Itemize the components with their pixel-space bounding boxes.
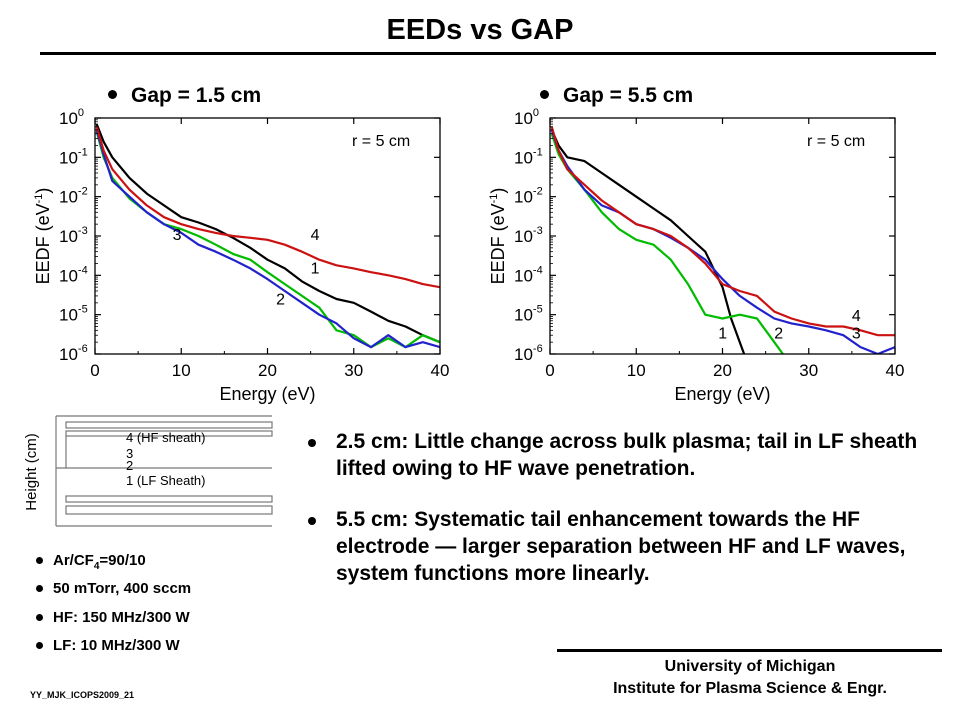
x-tick-label: 20 — [713, 361, 732, 380]
curve-label-4: 4 — [311, 227, 320, 244]
series-line-1 — [97, 124, 440, 342]
y-tick-label: 100 — [514, 107, 539, 128]
x-tick-label: 40 — [886, 361, 905, 380]
eedf-chart-gap-5-5: 0 10 20 30 40 100 10-1 10-2 10-3 10-4 10-5 10-6 Ener… — [475, 100, 920, 410]
footer-institute: Institute for Plasma Science & Engr. — [540, 680, 960, 698]
y-axis-label: EEDF (eV-1) — [33, 188, 53, 285]
slide-code: YY_MJK_ICOPS2009_21 — [30, 690, 134, 700]
schematic-ylabel: Height (cm) — [23, 433, 40, 511]
y-tick-label: 10-6 — [59, 343, 88, 364]
bullet-icon — [308, 439, 316, 447]
y-tick-label: 10-4 — [514, 264, 543, 285]
condition-gas: Ar/CF4=90/10 — [36, 552, 146, 572]
x-tick-label: 20 — [258, 361, 277, 380]
bullet-gap-5-5: 5.5 cm: Systematic tail enhancement towa… — [308, 506, 930, 587]
y-tick-label: 10-2 — [59, 186, 88, 207]
radius-annotation: r = 5 cm — [352, 133, 410, 150]
bullet-icon — [36, 614, 43, 621]
y-axis-label-text: EEDF (eV-1) — [488, 188, 508, 285]
curve-label-4: 4 — [852, 308, 861, 325]
eedf-chart-gap-1-5: 0 10 20 30 40 100 10-1 10-2 10-3 10-4 10-5 10-6 Ener… — [20, 100, 465, 410]
condition-pressure: 50 mTorr, 400 sccm — [36, 580, 191, 597]
y-tick-label: 10-1 — [59, 146, 88, 167]
condition-gas-ratio: =90/10 — [99, 552, 145, 569]
schematic-label-1: 1 (LF Sheath) — [126, 473, 206, 488]
y-axis-label-text: EEDF (eV-1) — [33, 188, 53, 285]
condition-lf-text: LF: 10 MHz/300 W — [53, 637, 180, 654]
x-axis-label: Energy (eV) — [219, 384, 315, 404]
x-tick-label: 0 — [545, 361, 554, 380]
y-tick-label: 10-1 — [514, 146, 543, 167]
condition-hf: HF: 150 MHz/300 W — [36, 609, 190, 626]
reactor-schematic: Height (cm) 4 (HF sheath) 3 2 1 (LF Shea… — [14, 408, 276, 530]
condition-pressure-text: 50 mTorr, 400 sccm — [53, 580, 191, 597]
condition-gas-text: Ar/CF — [53, 552, 94, 569]
x-tick-label: 10 — [627, 361, 646, 380]
schematic-label-2: 2 — [126, 458, 133, 473]
bullet-text-2: 5.5 cm: Systematic tail enhancement towa… — [336, 508, 906, 585]
series-line-4 — [97, 127, 440, 288]
bullet-icon — [36, 585, 43, 592]
series-line-3 — [97, 130, 440, 347]
plot-frame — [95, 118, 440, 354]
schematic-label-4: 4 (HF sheath) — [126, 430, 205, 445]
y-tick-label: 100 — [59, 107, 84, 128]
curve-label-2: 2 — [276, 292, 285, 309]
y-tick-label: 10-5 — [514, 304, 543, 325]
bullet-icon — [540, 90, 549, 99]
bullet-text-1: 2.5 cm: Little change across bulk plasma… — [336, 430, 917, 480]
bullet-icon — [36, 642, 43, 649]
bullet-icon — [308, 517, 316, 525]
x-tick-label: 10 — [172, 361, 191, 380]
x-tick-label: 30 — [344, 361, 363, 380]
x-tick-label: 40 — [431, 361, 450, 380]
series-line-2 — [552, 134, 783, 354]
radius-annotation: r = 5 cm — [807, 133, 865, 150]
y-tick-label: 10-2 — [514, 186, 543, 207]
condition-hf-text: HF: 150 MHz/300 W — [53, 609, 190, 626]
title-rule — [40, 52, 936, 55]
curve-label-3: 3 — [852, 325, 861, 342]
bullet-icon — [108, 90, 117, 99]
curve-label-3: 3 — [173, 227, 182, 244]
x-tick-label: 30 — [799, 361, 818, 380]
y-tick-label: 10-3 — [514, 225, 543, 246]
footer-rule — [557, 649, 942, 652]
series-line-1 — [552, 130, 744, 354]
y-tick-label: 10-4 — [59, 264, 88, 285]
y-axis-label: EEDF (eV-1) — [488, 188, 508, 285]
curve-label-2: 2 — [774, 325, 783, 342]
series-line-4 — [552, 127, 895, 336]
slide-title: EEDs vs GAP — [0, 14, 960, 47]
x-axis-label: Energy (eV) — [674, 384, 770, 404]
condition-lf: LF: 10 MHz/300 W — [36, 637, 180, 654]
schematic-ylabel-text: Height (cm) — [23, 433, 40, 511]
bullet-icon — [36, 557, 43, 564]
curve-label-1: 1 — [718, 325, 727, 342]
y-tick-label: 10-5 — [59, 304, 88, 325]
curve-label-1: 1 — [311, 261, 320, 278]
y-tick-label: 10-3 — [59, 225, 88, 246]
x-tick-label: 0 — [90, 361, 99, 380]
bullet-gap-2-5: 2.5 cm: Little change across bulk plasma… — [308, 428, 930, 482]
y-tick-label: 10-6 — [514, 343, 543, 364]
footer-university: University of Michigan — [540, 658, 960, 676]
series-line-3 — [552, 130, 895, 354]
